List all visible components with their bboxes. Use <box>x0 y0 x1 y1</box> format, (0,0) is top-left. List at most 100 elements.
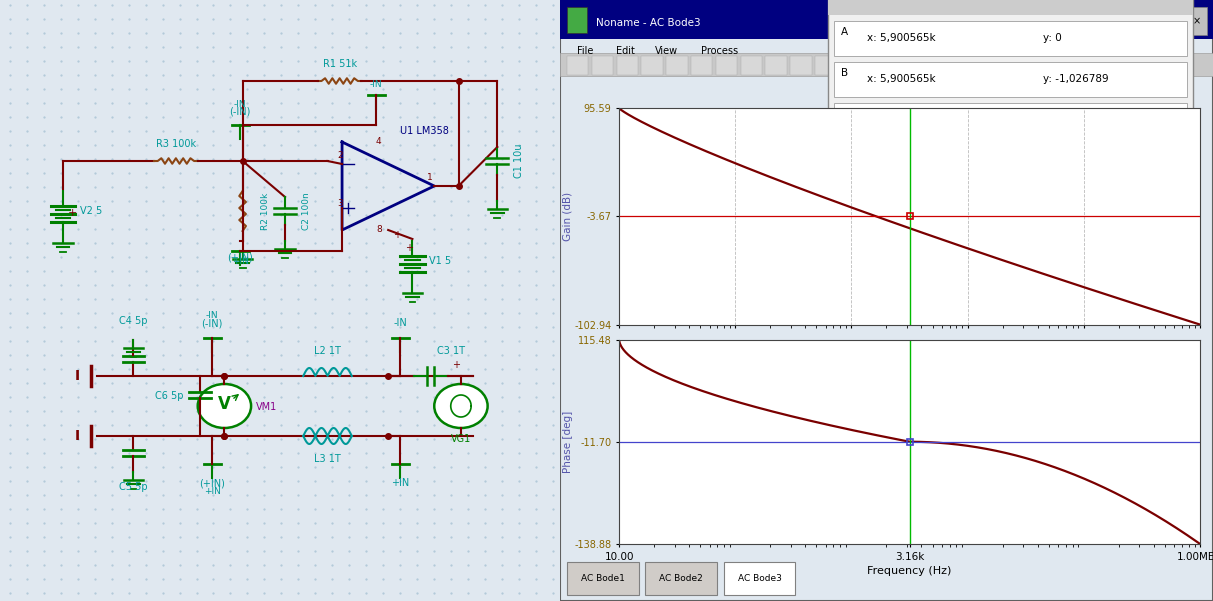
Text: 1: 1 <box>427 173 433 182</box>
Text: □: □ <box>1169 16 1179 26</box>
Bar <box>865 56 885 75</box>
Bar <box>1186 7 1207 35</box>
Bar <box>835 103 1186 138</box>
Bar <box>566 562 639 595</box>
Text: +: + <box>452 360 461 370</box>
Text: -IN: -IN <box>393 318 408 328</box>
Text: C6 5p: C6 5p <box>155 391 183 401</box>
Text: +: + <box>405 243 414 253</box>
Bar <box>645 562 717 595</box>
Text: +: + <box>68 208 78 218</box>
Text: _: _ <box>1152 16 1157 26</box>
Bar <box>642 56 662 75</box>
Text: B: B <box>841 68 848 78</box>
Bar <box>828 0 1194 15</box>
Text: I: I <box>75 369 80 383</box>
Text: C4 5p: C4 5p <box>119 316 148 326</box>
Text: -IN: -IN <box>370 80 382 89</box>
Bar <box>790 56 811 75</box>
Bar <box>889 56 911 75</box>
Text: VG1: VG1 <box>451 434 471 444</box>
Bar <box>835 21 1186 56</box>
Bar <box>1138 56 1158 75</box>
Y-axis label: Gain (dB): Gain (dB) <box>563 192 573 241</box>
Text: 4: 4 <box>376 137 382 146</box>
Text: x: 5,900565k: x: 5,900565k <box>867 75 935 84</box>
Text: -IN: -IN <box>234 100 246 109</box>
Bar <box>691 56 712 75</box>
Bar <box>835 62 1186 97</box>
Bar <box>963 56 985 75</box>
Text: y: 0: y: 0 <box>1043 34 1063 43</box>
Bar <box>1013 56 1035 75</box>
Bar <box>566 56 588 75</box>
Bar <box>666 56 688 75</box>
Text: A: A <box>841 27 848 37</box>
Circle shape <box>434 384 488 428</box>
Bar <box>828 0 1194 126</box>
Text: +IN: +IN <box>232 257 249 266</box>
Text: VM1: VM1 <box>256 402 278 412</box>
Text: AC Bode2: AC Bode2 <box>659 574 704 583</box>
Text: y: 1,026789: y: 1,026789 <box>1043 115 1105 125</box>
Text: +IN: +IN <box>391 478 410 488</box>
Text: L2 1T: L2 1T <box>314 346 341 356</box>
Bar <box>592 56 614 75</box>
Bar <box>1038 56 1060 75</box>
Text: V2 5: V2 5 <box>80 206 102 216</box>
Bar <box>839 56 861 75</box>
Text: y: -1,026789: y: -1,026789 <box>1043 75 1109 84</box>
Text: U1 LM358: U1 LM358 <box>400 126 449 136</box>
Bar <box>566 7 587 33</box>
Text: (+IN): (+IN) <box>227 253 254 263</box>
Bar <box>723 562 796 595</box>
Text: 2: 2 <box>337 151 343 160</box>
Text: View: View <box>655 46 678 56</box>
Text: File: File <box>576 46 593 56</box>
Text: C5 5p: C5 5p <box>119 482 148 492</box>
Text: V1 5: V1 5 <box>429 256 451 266</box>
Text: x: 5,900565k: x: 5,900565k <box>867 34 935 43</box>
Text: (-IN): (-IN) <box>229 107 251 117</box>
Bar <box>616 56 638 75</box>
Bar <box>815 56 837 75</box>
Bar <box>1063 56 1084 75</box>
Text: R2 100k: R2 100k <box>261 192 269 230</box>
Text: ×: × <box>1192 16 1201 26</box>
Text: C2 100n: C2 100n <box>302 192 311 230</box>
Bar <box>740 56 762 75</box>
X-axis label: Frequency (Hz): Frequency (Hz) <box>867 566 952 576</box>
Text: A - B: A - B <box>841 109 864 119</box>
Bar <box>939 56 961 75</box>
Text: Noname - AC Bode3: Noname - AC Bode3 <box>597 18 701 28</box>
Text: x: -492,444912u: x: -492,444912u <box>867 115 953 125</box>
Text: C1 10u: C1 10u <box>514 144 524 178</box>
Text: L3 1T: L3 1T <box>314 454 341 464</box>
Text: 8: 8 <box>376 225 382 234</box>
Text: Process: Process <box>701 46 738 56</box>
Text: AC Bode3: AC Bode3 <box>738 574 781 583</box>
Text: C3 1T: C3 1T <box>437 346 465 356</box>
Bar <box>560 53 1213 76</box>
Bar <box>560 0 1213 39</box>
Text: +: + <box>393 230 402 240</box>
Text: +IN: +IN <box>204 487 221 496</box>
Text: Edit: Edit <box>616 46 634 56</box>
Text: V: V <box>218 395 230 413</box>
Bar <box>1163 7 1184 35</box>
Text: AC Bode1: AC Bode1 <box>581 574 625 583</box>
Bar <box>915 56 935 75</box>
Text: 3: 3 <box>337 199 343 208</box>
Text: I: I <box>75 429 80 443</box>
Circle shape <box>198 384 251 428</box>
Bar <box>716 56 738 75</box>
Bar <box>989 56 1010 75</box>
Bar <box>765 56 787 75</box>
Text: -IN: -IN <box>206 311 218 320</box>
Text: (+IN): (+IN) <box>199 478 226 488</box>
Text: R1 51k: R1 51k <box>323 59 357 69</box>
Text: (-IN): (-IN) <box>201 318 223 328</box>
Bar <box>1088 56 1109 75</box>
Bar <box>1112 56 1134 75</box>
Y-axis label: Phase [deg]: Phase [deg] <box>563 410 573 473</box>
